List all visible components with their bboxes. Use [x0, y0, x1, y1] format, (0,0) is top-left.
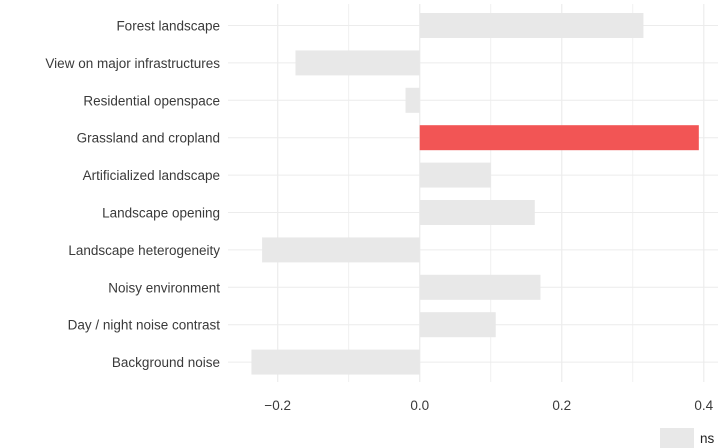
- bar-grassland-and-cropland: [420, 125, 699, 150]
- x-tick-label: 0.4: [694, 398, 713, 413]
- category-labels: Forest landscape View on major infrastruc…: [45, 19, 220, 371]
- x-tick-label: 0.0: [410, 398, 429, 413]
- category-label: Residential openspace: [83, 93, 220, 108]
- legend: ns: [660, 428, 715, 448]
- bar-noisy-environment: [420, 275, 541, 300]
- bar-landscape-opening: [420, 200, 535, 225]
- category-label: Landscape heterogeneity: [68, 243, 220, 258]
- x-axis-tick-labels: −0.2 0.0 0.2 0.4: [264, 398, 713, 413]
- bar-view-on-major-infrastructures: [295, 50, 419, 75]
- category-label: View on major infrastructures: [45, 56, 220, 71]
- x-tick-label: 0.2: [552, 398, 571, 413]
- bar-landscape-heterogeneity: [262, 237, 420, 262]
- bars: [251, 13, 698, 375]
- bar-background-noise: [251, 350, 419, 375]
- bar-forest-landscape: [420, 13, 644, 38]
- category-label: Artificialized landscape: [83, 168, 220, 183]
- x-tick-label: −0.2: [264, 398, 291, 413]
- category-label: Forest landscape: [116, 19, 220, 34]
- category-label: Grassland and cropland: [77, 131, 220, 146]
- category-label: Day / night noise contrast: [68, 318, 221, 333]
- bar-day-night-noise-contrast: [420, 312, 496, 337]
- bar-artificialized-landscape: [420, 163, 491, 188]
- legend-swatch-ns: [660, 428, 694, 448]
- category-label: Background noise: [112, 355, 220, 370]
- category-label: Landscape opening: [102, 206, 220, 221]
- bar-residential-openspace: [406, 88, 420, 113]
- legend-label-ns: ns: [700, 431, 715, 446]
- category-label: Noisy environment: [108, 280, 220, 295]
